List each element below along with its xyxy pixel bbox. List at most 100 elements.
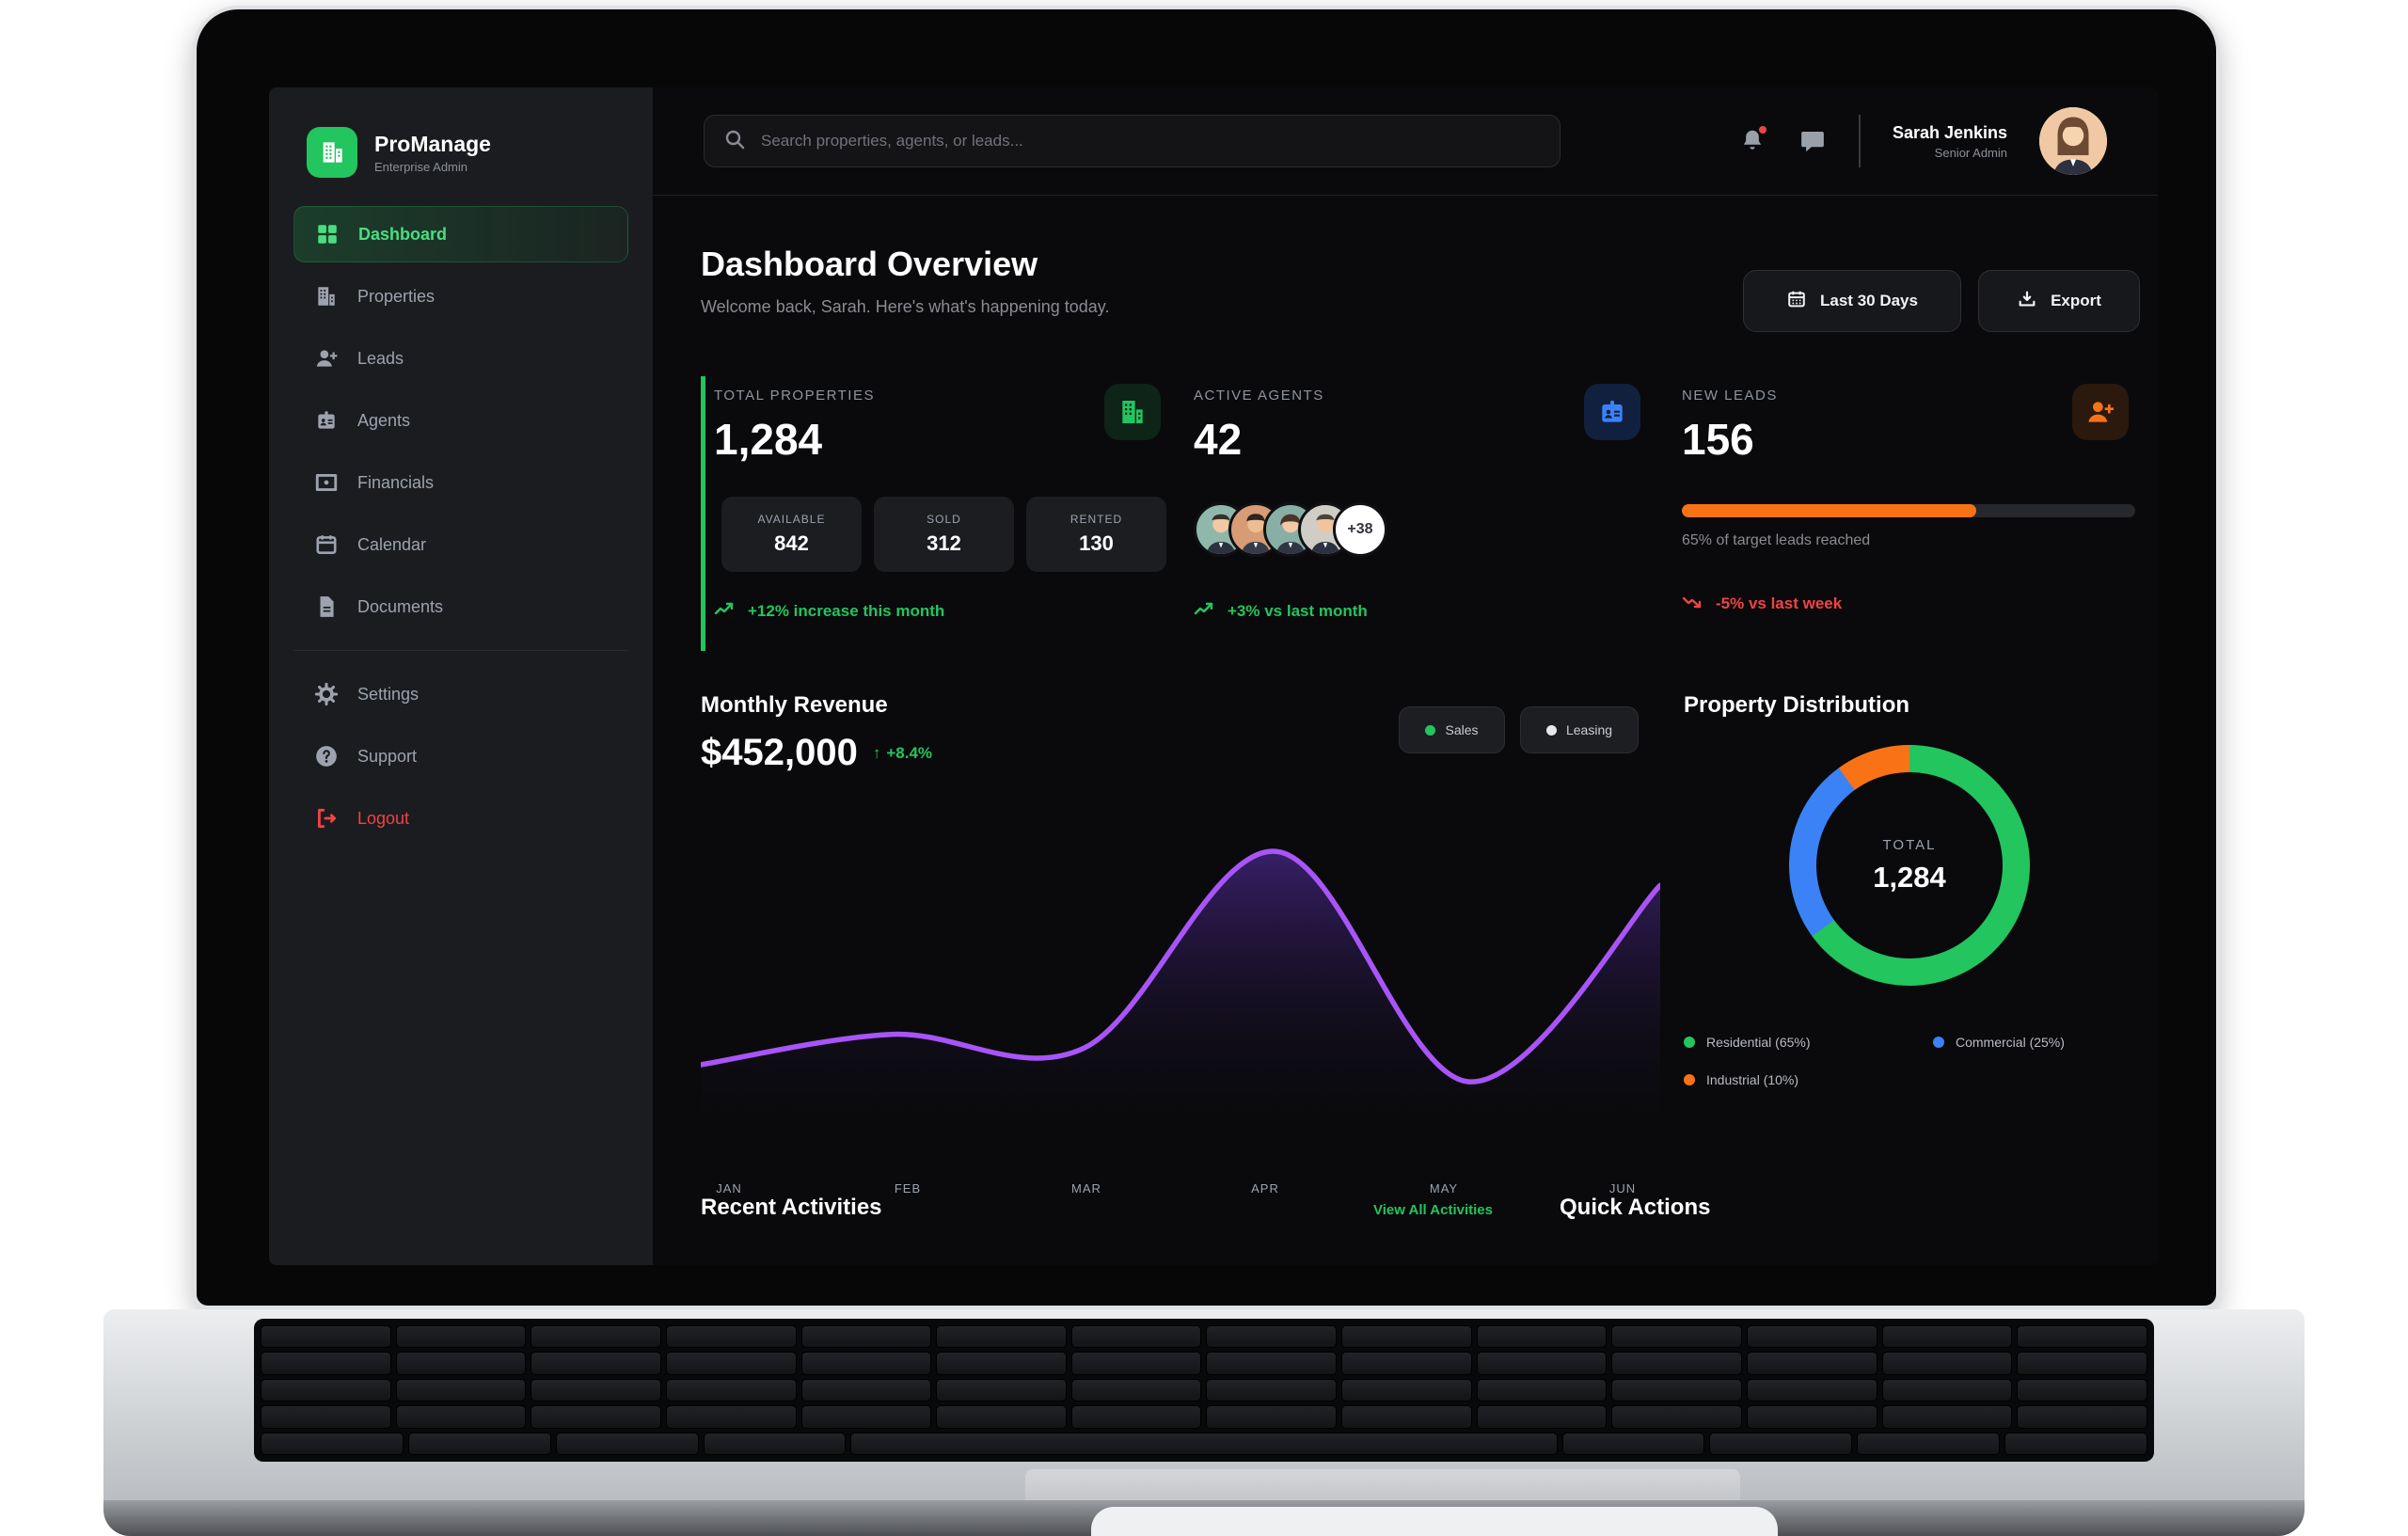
keyboard-key xyxy=(261,1432,404,1456)
sidebar-item-calendar[interactable]: Calendar xyxy=(293,516,628,573)
revenue-value: $452,000 xyxy=(701,732,858,773)
keyboard-key xyxy=(1747,1352,1877,1375)
keyboard-key xyxy=(1611,1325,1743,1349)
donut-center: TOTAL 1,284 xyxy=(1816,772,2003,958)
keyboard-key xyxy=(1206,1352,1338,1375)
sidebar-item-label: Support xyxy=(357,746,418,766)
legend-pill-leasing[interactable]: Leasing xyxy=(1520,706,1639,753)
keyboard-key xyxy=(1341,1378,1472,1402)
keyboard-key xyxy=(1341,1405,1472,1429)
keyboard-key xyxy=(531,1352,661,1375)
credit-card-icon xyxy=(314,470,339,495)
keyboard-key xyxy=(395,1352,527,1375)
keyboard-key xyxy=(1881,1352,2013,1375)
bell-icon[interactable] xyxy=(1738,124,1768,155)
date-range-label: Last 30 Days xyxy=(1820,292,1918,309)
mini-label: SOLD xyxy=(927,513,961,526)
sidebar-item-support[interactable]: Support xyxy=(293,728,628,784)
keyboard-key xyxy=(665,1378,797,1402)
revenue-value-row: $452,000 ↑ +8.4% xyxy=(701,732,932,774)
sales-dot xyxy=(1425,724,1436,736)
download-icon xyxy=(2017,289,2037,314)
keyboard-key xyxy=(800,1405,932,1429)
sidebar-item-label: Agents xyxy=(357,410,411,430)
keyboard-key xyxy=(2017,1325,2147,1349)
search-input[interactable] xyxy=(761,132,1541,150)
sidebar-item-logout[interactable]: Logout xyxy=(293,790,628,847)
legend-label: Leasing xyxy=(1565,722,1613,737)
keyboard-key xyxy=(531,1325,661,1349)
stat-value: 1,284 xyxy=(714,415,823,464)
page-title: Dashboard Overview xyxy=(701,245,1038,283)
trend-down-icon xyxy=(1682,594,1704,613)
revenue-title: Monthly Revenue xyxy=(701,692,888,718)
stat-card-properties: TOTAL PROPERTIES 1,284 AVAILABLE 842 SOL… xyxy=(701,376,1180,651)
export-button[interactable]: Export xyxy=(1978,270,2140,332)
sidebar-item-agents[interactable]: Agents xyxy=(293,392,628,449)
sidebar-item-leads[interactable]: Leads xyxy=(293,330,628,387)
keyboard-key xyxy=(1747,1378,1877,1402)
keyboard-key xyxy=(936,1405,1067,1429)
green-accent-line xyxy=(701,376,705,651)
sidebar-item-label: Properties xyxy=(357,286,436,306)
axis-tick: JAN xyxy=(716,1181,742,1196)
residential-dot xyxy=(1684,1037,1695,1048)
topbar-divider xyxy=(1858,115,1861,167)
sidebar-item-settings[interactable]: Settings xyxy=(293,666,628,722)
revenue-area-fill xyxy=(701,851,1660,1176)
chat-icon[interactable] xyxy=(1798,127,1827,155)
axis-tick: JUN xyxy=(1608,1181,1637,1196)
leasing-dot xyxy=(1545,724,1557,736)
user-plus-icon xyxy=(2072,384,2129,440)
industrial-dot xyxy=(1684,1074,1695,1085)
keyboard-key xyxy=(1611,1352,1743,1375)
date-range-button[interactable]: Last 30 Days xyxy=(1743,270,1961,332)
trend-up-icon xyxy=(1194,600,1216,622)
app-subtitle: Enterprise Admin xyxy=(374,159,467,174)
distribution-donut: TOTAL 1,284 xyxy=(1789,745,2030,986)
view-all-activities-link[interactable]: View All Activities xyxy=(1373,1202,1493,1218)
sidebar-item-label: Dashboard xyxy=(358,224,448,244)
sidebar-item-label: Documents xyxy=(357,596,444,616)
grid-icon xyxy=(315,222,340,246)
sidebar-item-financials[interactable]: Financials xyxy=(293,454,628,511)
search-bar[interactable] xyxy=(704,115,1560,167)
revenue-line xyxy=(701,848,1660,1085)
mini-value: 842 xyxy=(774,531,809,555)
keyboard-key xyxy=(395,1405,527,1429)
id-badge-icon xyxy=(314,408,339,433)
user-info: Sarah Jenkins Senior Admin xyxy=(1893,123,2007,160)
trend-up-icon xyxy=(714,600,737,622)
sidebar-item-documents[interactable]: Documents xyxy=(293,578,628,635)
trend-text: +12% increase this month xyxy=(748,601,945,620)
keyboard-key xyxy=(1857,1432,2001,1456)
app-name: ProManage xyxy=(374,131,491,156)
keyboard-key xyxy=(1341,1325,1472,1349)
keyboard-key xyxy=(800,1352,932,1375)
legend-industrial: Industrial (10%) xyxy=(1684,1072,1798,1087)
keyboard-key xyxy=(1206,1405,1338,1429)
keyboard-key xyxy=(2017,1405,2147,1429)
legend-pill-sales[interactable]: Sales xyxy=(1399,706,1505,753)
laptop-deck xyxy=(103,1309,2305,1505)
sidebar-item-dashboard[interactable]: Dashboard xyxy=(293,206,628,262)
leads-progress-track xyxy=(1682,504,2135,517)
page-subtitle: Welcome back, Sarah. Here's what's happe… xyxy=(701,297,1110,316)
keyboard xyxy=(254,1319,2154,1462)
user-role: Senior Admin xyxy=(1934,145,2007,160)
donut-total-label: TOTAL xyxy=(1882,836,1937,853)
keyboard-key xyxy=(1611,1405,1743,1429)
sidebar-item-properties[interactable]: Properties xyxy=(293,268,628,325)
export-label: Export xyxy=(2051,292,2101,309)
revenue-trend: ↑ +8.4% xyxy=(873,744,932,763)
stat-value: 156 xyxy=(1682,415,1754,464)
sidebar-item-label: Calendar xyxy=(357,534,427,554)
keyboard-key xyxy=(1206,1378,1338,1402)
user-plus-icon xyxy=(314,346,339,371)
user-avatar[interactable] xyxy=(2039,107,2107,175)
sidebar-divider xyxy=(293,650,628,651)
stat-label: NEW LEADS xyxy=(1682,388,1778,404)
recent-activities-title: Recent Activities xyxy=(701,1195,882,1220)
id-badge-icon xyxy=(1584,384,1640,440)
keyboard-key xyxy=(665,1325,797,1349)
